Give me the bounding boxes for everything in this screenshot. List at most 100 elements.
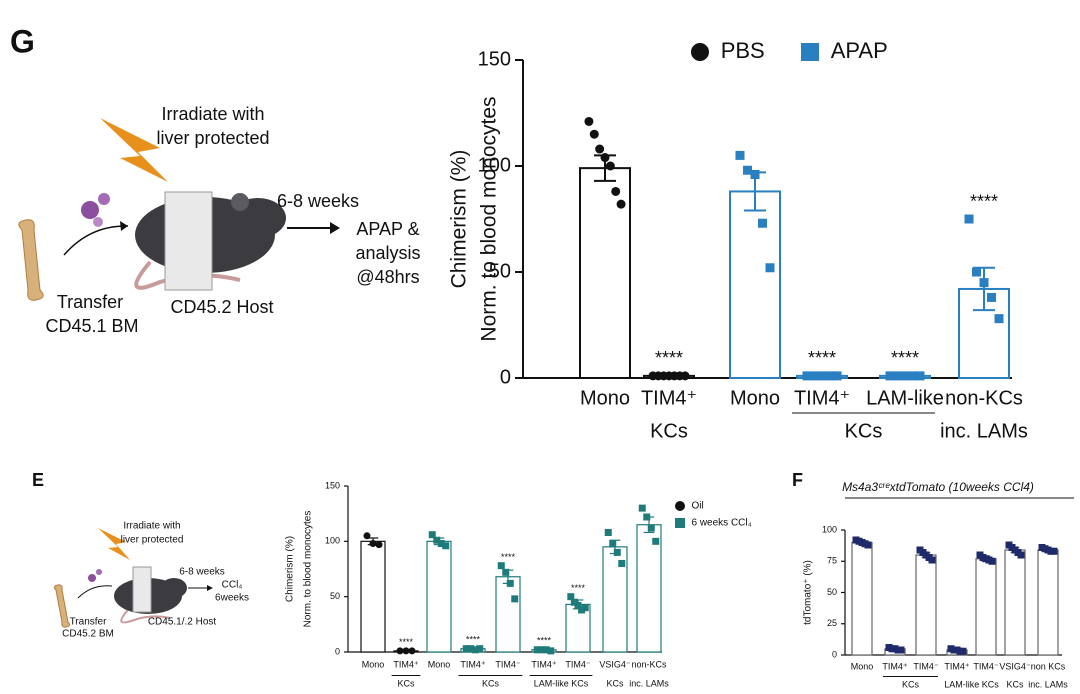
x-tick-label: Mono [580, 387, 630, 409]
data-point [897, 646, 905, 654]
schematic-text: 6-8 weeks [277, 191, 359, 211]
cell [93, 217, 103, 227]
data-point [765, 263, 775, 273]
group-label: KCs [482, 678, 500, 688]
x-tick-label: LAM-like [866, 387, 944, 409]
significance: **** [655, 348, 683, 368]
legend-marker [675, 501, 685, 511]
group-label: LAM-like KCs [944, 679, 999, 689]
data-point [428, 531, 436, 539]
x-tick-label: TIM4⁻ [565, 659, 591, 669]
data-point [502, 568, 510, 576]
x-tick-label: non-KCs [631, 659, 667, 669]
significance: **** [970, 192, 998, 212]
data-point [547, 647, 555, 655]
data-point [743, 165, 752, 175]
data-point [570, 598, 578, 606]
data-point [476, 645, 484, 653]
x-tick-label: non-KCs [945, 387, 1023, 409]
data-point [589, 129, 599, 139]
legend-label: 6 weeks CCl₄ [692, 518, 752, 529]
chart-title: Ms4a3ᶜʳᵉxtdTomato (10weeks CCl4) [842, 480, 1034, 494]
schematic-text: liver protected [121, 535, 184, 546]
data-point [467, 645, 475, 653]
data-point [574, 602, 582, 610]
data-point [994, 314, 1004, 324]
data-point [605, 161, 615, 171]
data-point [810, 371, 819, 381]
bar [565, 603, 591, 653]
x-tick-label: Mono [851, 661, 874, 671]
data-point [506, 579, 514, 587]
y-tick-label: 25 [827, 618, 837, 628]
bar [579, 167, 631, 379]
data-point [375, 541, 383, 549]
data-point [643, 513, 651, 521]
group-label: KCs [902, 679, 920, 689]
y-axis-label: Norm. to blood monocytes [478, 96, 501, 341]
schematic-text: CD45.1 BM [45, 316, 138, 336]
group-label: KCs [606, 678, 624, 688]
significance: **** [537, 636, 552, 646]
x-tick-label: TIM4⁺ [641, 387, 697, 409]
data-point [578, 606, 586, 614]
x-tick-label: TIM4⁺ [882, 661, 908, 671]
schematic-text: Transfer [70, 617, 108, 628]
tail [120, 609, 171, 624]
schematic-text: Irradiate with [161, 104, 264, 124]
y-axis-label: Chimerism (%) [285, 536, 296, 602]
y-tick-label: 75 [827, 556, 837, 566]
group-label: KCs [397, 678, 415, 688]
schematic-text: CCl₄ [222, 580, 243, 591]
data-point [538, 646, 546, 654]
data-point [817, 371, 827, 381]
data-point [471, 646, 479, 654]
y-tick-label: 50 [827, 587, 837, 597]
shield [132, 566, 152, 613]
data-point [402, 647, 410, 655]
cell [88, 574, 96, 582]
schematic-text: 6-8 weeks [179, 567, 225, 578]
mouse-ear [231, 193, 249, 211]
arrow [63, 225, 129, 256]
data-point [750, 169, 760, 179]
y-tick-label: 50 [489, 260, 511, 282]
bar [851, 541, 873, 656]
data-point [758, 218, 767, 228]
data-point [462, 645, 470, 653]
x-tick-label: Mono [428, 659, 451, 669]
data-point [638, 504, 646, 512]
cell [96, 569, 102, 575]
schematic: Irradiate with liver protected 6-8 weeks… [53, 521, 249, 640]
data-point [497, 562, 505, 570]
schematic-text: CD45.2 BM [62, 629, 114, 640]
group-label: KCs [845, 420, 883, 442]
mouse-head [161, 578, 187, 598]
group-label: KCs [1006, 679, 1024, 689]
data-point [864, 541, 872, 549]
data-point [363, 532, 371, 540]
panel-letter: E [32, 470, 44, 490]
legend-marker [675, 518, 685, 528]
data-point [900, 371, 910, 381]
significance: **** [501, 552, 516, 562]
legend-label: Oil [692, 501, 704, 512]
bone [18, 219, 44, 301]
y-axis-label: Norm. to blood monocytes [303, 511, 314, 628]
bar [915, 554, 937, 656]
schematic-text: @48hrs [356, 267, 419, 287]
data-point [928, 556, 936, 564]
group-label: inc. LAMs [1028, 679, 1068, 689]
y-tick-label: 150 [478, 48, 511, 70]
data-point [567, 593, 575, 601]
significance: **** [466, 634, 481, 644]
tail [134, 260, 241, 290]
data-point [908, 371, 917, 381]
data-point [581, 604, 589, 612]
bar [636, 524, 662, 653]
y-tick-label: 0 [335, 646, 340, 656]
lightning [100, 118, 168, 182]
y-tick-label: 100 [822, 524, 837, 534]
x-tick-label: Mono [730, 387, 780, 409]
